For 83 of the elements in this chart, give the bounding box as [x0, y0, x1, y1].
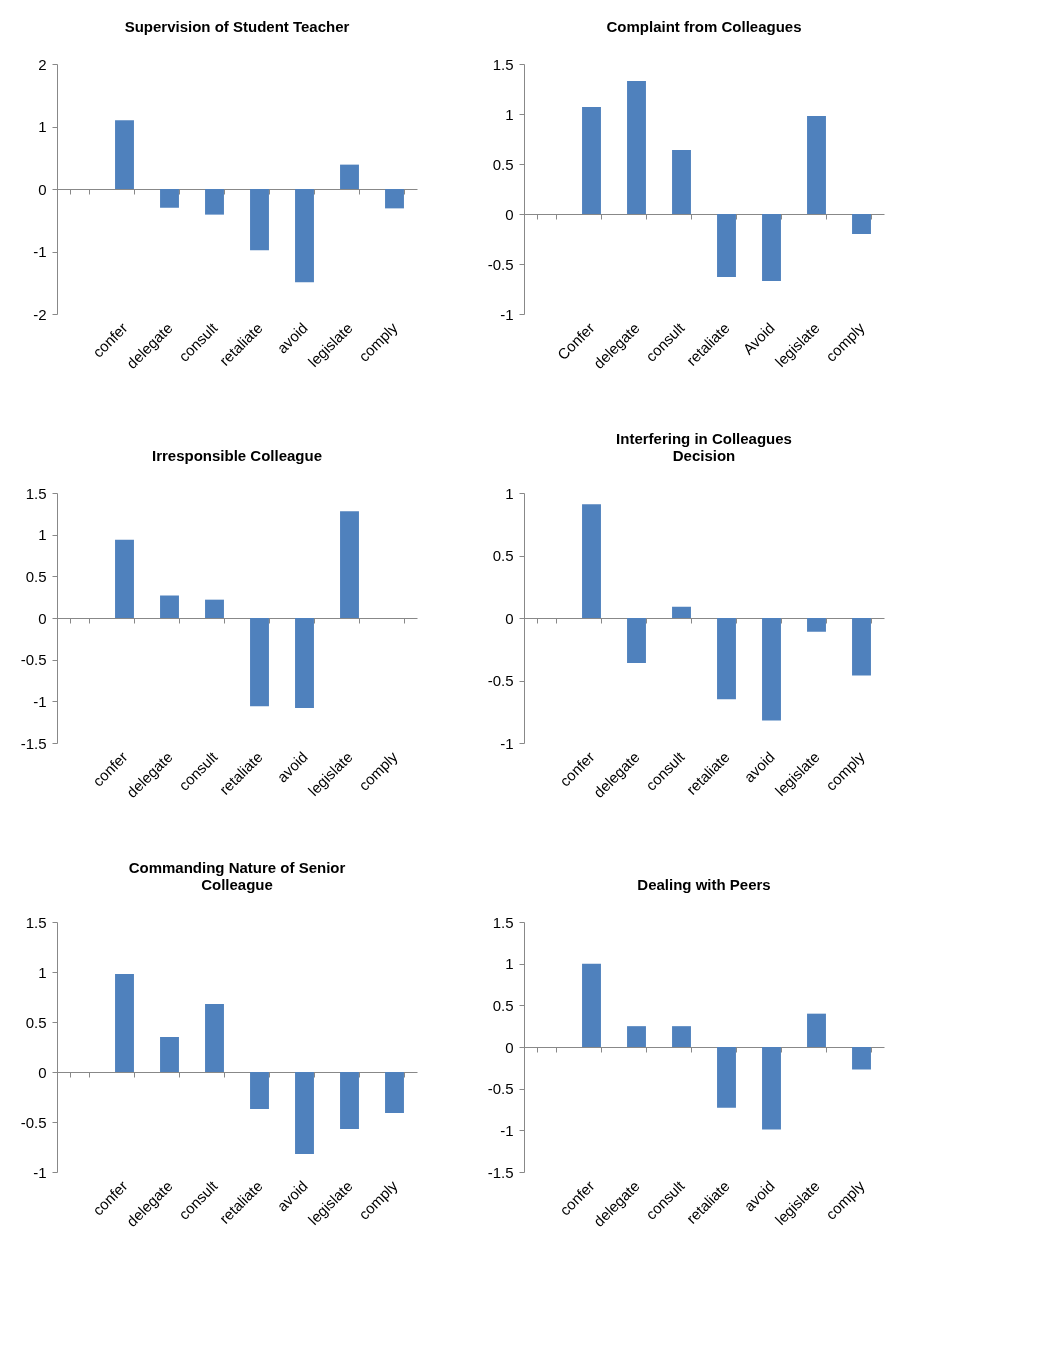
bar: [582, 963, 601, 1047]
bar: [627, 81, 646, 214]
bar: [160, 1037, 179, 1072]
bar: [717, 214, 736, 277]
bar: [205, 1004, 224, 1072]
y-tick-label: 1: [38, 526, 47, 544]
y-tick-label: -0.5: [487, 672, 514, 689]
bar: [717, 618, 736, 700]
bar: [717, 1047, 736, 1108]
bar: [762, 618, 781, 721]
bar: [250, 1072, 269, 1109]
bar: [762, 214, 781, 281]
chart-title: Irresponsible Colleague: [151, 447, 323, 464]
y-tick-label: 1: [505, 105, 514, 123]
chart-title: Supervision of Student Teacher: [124, 18, 350, 35]
y-tick-label: 0: [38, 1063, 47, 1081]
y-tick-label: 0: [38, 609, 47, 627]
bar: [852, 214, 871, 234]
chart-title: Complaint from Colleagues: [606, 18, 802, 35]
bar: [627, 618, 646, 663]
y-tick-label: -1.5: [20, 734, 47, 752]
y-tick-label: 1: [505, 955, 514, 973]
bar: [160, 595, 179, 618]
bar: [205, 189, 224, 215]
bar: [672, 606, 691, 618]
y-tick-label: 0.5: [25, 1013, 47, 1031]
bar: [807, 1013, 826, 1047]
y-tick-label: 0.5: [492, 155, 514, 173]
y-tick-label: 1.5: [25, 913, 47, 931]
bar: [340, 511, 359, 618]
bar: [385, 189, 404, 209]
bar: [582, 107, 601, 214]
y-tick-label: -0.5: [487, 1080, 514, 1098]
y-tick-label: 1: [38, 963, 47, 981]
bar: [250, 189, 269, 251]
y-tick-label: -1: [33, 1163, 47, 1181]
y-tick-label: -0.5: [20, 651, 47, 669]
bar: [340, 1072, 359, 1129]
bar: [115, 974, 134, 1072]
y-tick-label: 0: [38, 180, 47, 198]
bar: [627, 1026, 646, 1047]
bar: [115, 120, 134, 189]
bar: [115, 539, 134, 618]
y-tick-label: 0.5: [25, 567, 47, 585]
y-tick-label: 1.5: [492, 913, 514, 931]
y-tick-label: 0.5: [492, 547, 514, 564]
y-tick-label: -2: [33, 305, 47, 323]
bar: [205, 599, 224, 618]
y-tick-label: -1: [500, 734, 514, 752]
bar: [852, 1047, 871, 1070]
bar: [807, 618, 826, 632]
y-tick-label: 0: [505, 1038, 514, 1056]
y-tick-label: 1: [505, 484, 514, 502]
bar: [852, 618, 871, 676]
bar: [295, 618, 314, 708]
y-tick-label: 2: [38, 55, 47, 73]
y-tick-label: 0.5: [492, 996, 514, 1014]
y-tick-label: -0.5: [487, 255, 514, 273]
bar: [807, 116, 826, 214]
y-tick-label: 0: [505, 609, 514, 627]
bar: [672, 1026, 691, 1047]
y-tick-label: -1.5: [487, 1163, 514, 1181]
bar: [385, 1072, 404, 1113]
y-tick-label: -1: [500, 305, 514, 323]
y-tick-label: -0.5: [20, 1113, 47, 1131]
bar: [295, 189, 314, 283]
y-tick-label: -1: [33, 692, 47, 710]
chart-title: Dealing with Peers: [637, 876, 771, 893]
bar: [672, 150, 691, 214]
y-tick-label: 1.5: [25, 484, 47, 502]
bar: [160, 189, 179, 208]
bar: [250, 618, 269, 707]
y-tick-label: 1: [38, 118, 47, 135]
chart-title: Interfering in Colleagues Decision: [616, 430, 792, 464]
bar: [340, 164, 359, 189]
y-tick-label: 1.5: [492, 55, 514, 73]
bar: [582, 504, 601, 618]
bar: [762, 1047, 781, 1130]
chart-title: Commanding Nature of Senior Colleague: [128, 859, 346, 893]
y-tick-label: -1: [33, 243, 47, 260]
y-tick-label: 0: [505, 205, 514, 223]
bar: [295, 1072, 314, 1154]
y-tick-label: -1: [500, 1121, 514, 1139]
